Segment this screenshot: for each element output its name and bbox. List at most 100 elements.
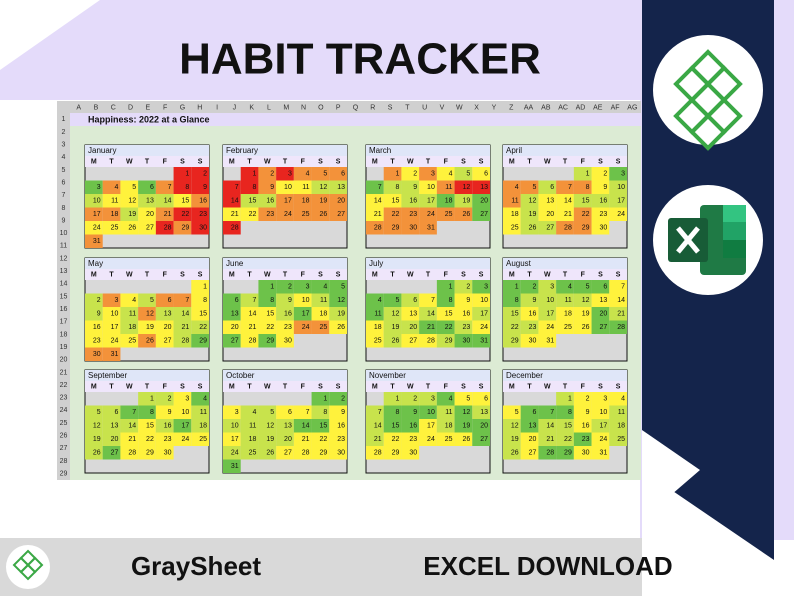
day-number: 27 bbox=[409, 338, 417, 345]
weekday: T bbox=[145, 271, 150, 278]
day-number: 8 bbox=[568, 409, 572, 416]
day-number: 9 bbox=[533, 297, 537, 304]
day-number: 10 bbox=[427, 409, 435, 416]
weekday: M bbox=[229, 383, 235, 390]
day-number: 4 bbox=[378, 297, 382, 304]
day-cell bbox=[191, 432, 209, 446]
day-cell bbox=[538, 221, 557, 235]
weekday: T bbox=[247, 383, 252, 390]
day-cell bbox=[503, 307, 521, 321]
month-header bbox=[85, 258, 209, 269]
weekday: F bbox=[444, 158, 449, 165]
day-number: 3 bbox=[288, 171, 292, 178]
day-cell bbox=[311, 307, 330, 321]
weekday: S bbox=[336, 383, 341, 390]
weekday: W bbox=[264, 271, 271, 278]
day-cell bbox=[366, 194, 384, 208]
day-number: 4 bbox=[515, 184, 519, 191]
day-cell bbox=[293, 432, 312, 446]
day-cell bbox=[401, 167, 420, 181]
day-cell bbox=[520, 207, 539, 221]
day-cell bbox=[520, 180, 539, 194]
day-number: 19 bbox=[128, 211, 136, 218]
weekday: S bbox=[336, 158, 341, 165]
day-cell bbox=[102, 221, 121, 235]
day-cell bbox=[293, 307, 312, 321]
day-cell bbox=[240, 320, 259, 334]
row-number: 25 bbox=[60, 420, 68, 427]
day-cell bbox=[609, 307, 627, 321]
row-number: 11 bbox=[60, 243, 67, 250]
day-number: 3 bbox=[97, 184, 101, 191]
day-number: 18 bbox=[199, 423, 207, 430]
day-number: 31 bbox=[546, 338, 554, 345]
day-cell bbox=[520, 405, 539, 419]
day-cell bbox=[173, 293, 192, 307]
day-number: 15 bbox=[319, 423, 327, 430]
day-number: 10 bbox=[93, 198, 101, 205]
day-cell bbox=[240, 293, 259, 307]
day-cell bbox=[503, 207, 521, 221]
weekday: W bbox=[126, 383, 133, 390]
day-cell bbox=[138, 334, 156, 348]
day-number: 30 bbox=[284, 338, 292, 345]
day-cell bbox=[556, 392, 574, 406]
day-cell bbox=[454, 307, 473, 321]
day-number: 10 bbox=[231, 423, 239, 430]
day-cell bbox=[240, 405, 259, 419]
day-cell bbox=[240, 419, 259, 433]
row-number: 28 bbox=[60, 458, 68, 465]
day-number: 16 bbox=[409, 198, 417, 205]
month-name: February bbox=[226, 146, 258, 155]
day-cell bbox=[503, 320, 521, 334]
day-number: 1 bbox=[586, 171, 590, 178]
day-cell bbox=[311, 432, 330, 446]
day-cell bbox=[223, 334, 241, 348]
day-cell bbox=[276, 419, 294, 433]
weekday: S bbox=[598, 383, 603, 390]
day-cell bbox=[556, 180, 574, 194]
day-cell bbox=[311, 280, 330, 294]
day-number: 22 bbox=[392, 436, 400, 443]
day-cell bbox=[419, 194, 437, 208]
day-cell bbox=[311, 167, 330, 181]
day-cell bbox=[293, 320, 312, 334]
day-cell bbox=[503, 180, 521, 194]
row-number: 2 bbox=[62, 129, 66, 136]
month-header bbox=[366, 370, 490, 381]
day-cell bbox=[329, 307, 347, 321]
day-cell bbox=[173, 432, 192, 446]
day-cell bbox=[573, 180, 592, 194]
row-number: 20 bbox=[60, 357, 68, 364]
day-number: 21 bbox=[231, 211, 239, 218]
day-number: 27 bbox=[599, 324, 607, 331]
weekday: F bbox=[301, 271, 306, 278]
day-cell bbox=[383, 392, 402, 406]
day-number: 17 bbox=[546, 311, 554, 318]
day-number: 24 bbox=[111, 338, 119, 345]
weekday: F bbox=[163, 158, 168, 165]
day-cell bbox=[472, 320, 490, 334]
day-number: 22 bbox=[445, 324, 453, 331]
cta[interactable]: EXCEL DOWNLOAD bbox=[423, 551, 672, 581]
day-cell bbox=[173, 405, 192, 419]
day-number: 20 bbox=[599, 311, 607, 318]
day-number: 28 bbox=[249, 338, 257, 345]
day-cell bbox=[591, 280, 610, 294]
day-number: 6 bbox=[603, 284, 607, 291]
day-cell bbox=[520, 194, 539, 208]
weekday: F bbox=[301, 158, 306, 165]
day-number: 15 bbox=[392, 423, 400, 430]
weekday: F bbox=[163, 383, 168, 390]
day-number: 13 bbox=[337, 184, 345, 191]
day-number: 27 bbox=[111, 450, 119, 457]
day-number: 1 bbox=[568, 396, 572, 403]
row-number: 8 bbox=[62, 205, 66, 212]
day-cell bbox=[472, 194, 490, 208]
day-number: 28 bbox=[617, 324, 625, 331]
weekday: T bbox=[283, 271, 288, 278]
day-cell bbox=[173, 334, 192, 348]
